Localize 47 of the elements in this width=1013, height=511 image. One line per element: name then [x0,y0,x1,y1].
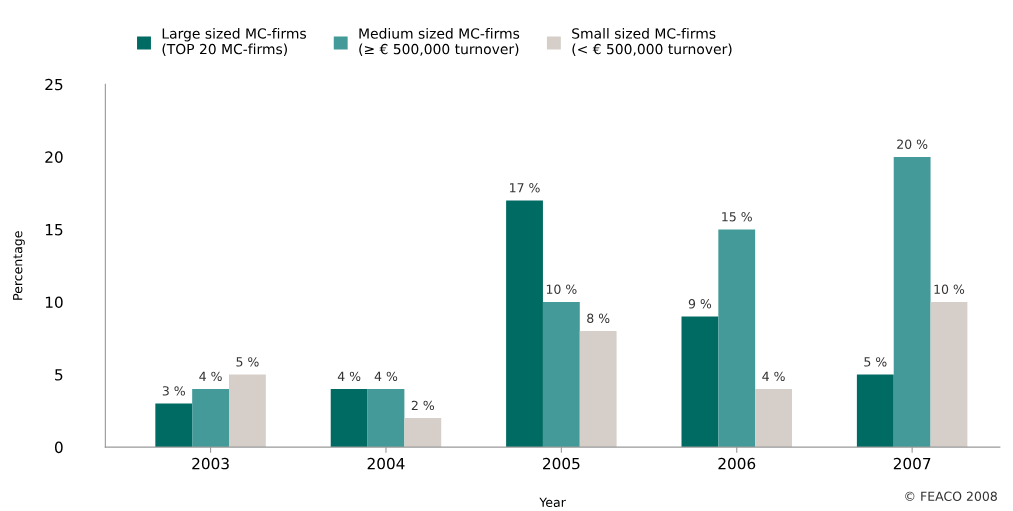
legend-label: Small sized MC-firms (< € 500,000 turnover) [572,28,732,56]
y-tick-label: 20 [45,151,63,163]
legend-label: Medium sized MC-firms (≥ € 500,000 turnover) [359,28,520,56]
data-label: 4 % [374,371,398,382]
bar [755,389,792,448]
y-axis-title: Percentage [13,231,25,300]
data-label: 4 % [762,371,785,382]
bar [506,200,543,448]
bar [192,389,229,448]
data-label: 8 % [587,313,610,324]
data-label: 3 % [162,386,185,396]
data-label: 5 % [864,357,887,367]
bar [542,302,580,448]
data-label: 2 % [411,400,435,411]
legend-label: Large sized MC-firms (TOP 20 MC-firms) [162,28,306,56]
x-tick-label: 2006 [718,457,756,470]
x-tick-label: 2007 [893,457,931,470]
text: © FEACO 2008 [905,491,997,501]
data-label: 4 % [337,371,361,382]
bar [155,403,193,448]
bar [681,316,719,448]
y-tick-label: 10 [45,296,63,309]
bar [718,229,756,448]
data-label: 5 % [236,357,259,367]
x-tick-label: 2004 [367,457,405,470]
data-label: 17 % [510,182,540,193]
x-tick-label: 2003 [192,457,229,470]
bar [930,302,968,448]
y-tick-label: 0 [54,441,63,454]
bar [229,374,266,448]
data-label: 10 % [546,284,577,295]
x-axis-title: Year [539,497,566,507]
bar [579,331,617,448]
data-label: 10 % [934,284,965,295]
bar [856,374,894,448]
data-label: 15 % [722,212,752,222]
y-tick-label: 25 [45,78,63,91]
bar [893,156,931,448]
x-tick-label: 2005 [543,457,580,470]
bar [404,418,442,448]
y-tick-label: 5 [55,369,63,381]
y-tick-label: 15 [45,224,63,236]
bar [367,389,405,448]
data-label: 9 % [688,299,712,309]
data-label: 20 % [897,139,928,149]
data-label: 4 % [199,371,222,382]
bar [330,389,368,448]
